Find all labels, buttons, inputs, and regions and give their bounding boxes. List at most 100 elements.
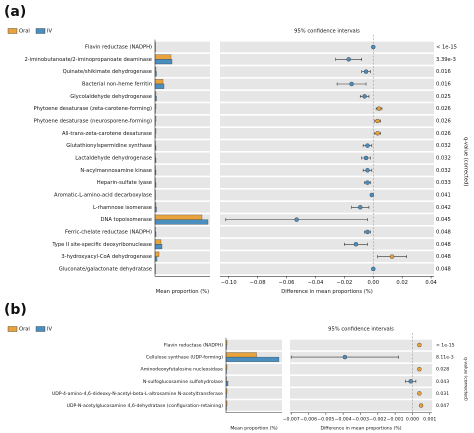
- q-value: 8.11e-3: [436, 355, 454, 361]
- category-label: DNA topoisomerase: [100, 217, 152, 223]
- category-label: N-sulfoglucosamine sulfohydrolase: [143, 379, 223, 385]
- dot: [346, 57, 351, 62]
- dot: [365, 180, 370, 185]
- dot: [365, 229, 370, 235]
- dot: [375, 118, 380, 124]
- dot: [349, 81, 354, 87]
- bar: [154, 219, 209, 225]
- y-axis-label: q-value (corrected): [463, 137, 469, 187]
- category-label: All-trans-zeta-carotene desaturase: [62, 131, 152, 137]
- row-band: [220, 201, 434, 213]
- x-axis-label: Difference in mean proportions (%): [320, 425, 401, 431]
- dot: [375, 131, 380, 136]
- panel-label: (a): [4, 4, 26, 20]
- q-value: 0.033: [436, 180, 451, 186]
- row-band: [155, 238, 210, 250]
- bar: [154, 83, 165, 89]
- category-label: Ferric-chelate reductase (NADPH): [65, 229, 152, 235]
- q-value: 0.031: [436, 391, 449, 397]
- q-value: 0.026: [436, 118, 451, 124]
- category-label: L-rhamnose isomerase: [93, 205, 152, 211]
- row-band: [155, 177, 210, 188]
- category-label: Flavin reductase (NADPH): [85, 45, 152, 51]
- row-band: [290, 376, 432, 387]
- row-band: [155, 140, 210, 152]
- row-band: [226, 339, 282, 351]
- row-band: [226, 388, 282, 399]
- dot: [342, 354, 348, 360]
- row-band: [220, 127, 434, 139]
- dot: [376, 106, 382, 111]
- legend-label: IV: [47, 29, 53, 35]
- panel-label: (b): [4, 302, 27, 318]
- x-tick-label: 0.04: [425, 280, 437, 286]
- row-band: [155, 201, 210, 213]
- x-tick-label: −0.007: [283, 416, 300, 422]
- legend-swatch: [35, 326, 46, 332]
- row-band: [290, 388, 432, 399]
- category-label: Cellulose synthase (UDP-forming): [146, 355, 223, 361]
- q-value: 0.032: [436, 168, 451, 174]
- row-band: [220, 90, 434, 102]
- q-value: 0.025: [436, 94, 451, 100]
- dot: [417, 367, 422, 372]
- q-value: < 1e-15: [436, 343, 455, 349]
- x-tick-label: −0.08: [250, 280, 266, 286]
- row-band: [220, 53, 434, 65]
- q-value: 0.047: [436, 403, 449, 409]
- row-band: [155, 226, 210, 238]
- q-value: 0.041: [436, 192, 451, 198]
- row-band: [220, 177, 434, 188]
- category-label: Gluconate/galactonate dehydratase: [59, 266, 152, 272]
- x-tick-label: −0.003: [352, 416, 369, 422]
- bar: [154, 251, 160, 257]
- dot: [371, 44, 376, 50]
- dot: [363, 69, 369, 74]
- dot: [365, 143, 370, 148]
- row-band: [220, 251, 434, 262]
- category-label: Phytoene desaturase (zeta-carotene-formi…: [33, 106, 152, 112]
- row-band: [226, 400, 282, 411]
- row-band: [226, 376, 282, 387]
- row-band: [155, 251, 210, 262]
- row-band: [155, 189, 210, 201]
- row-band: [220, 41, 434, 53]
- bar: [154, 59, 173, 65]
- row-band: [220, 66, 434, 78]
- row-band: [220, 78, 434, 90]
- dot: [369, 192, 375, 198]
- legend-swatch: [7, 326, 18, 332]
- row-band: [220, 238, 434, 250]
- x-tick-label: −0.006: [300, 416, 317, 422]
- bar: [225, 352, 257, 358]
- category-label: UDP-4-amino-4,6-dideoxy-N-acetyl-beta-L-…: [52, 391, 223, 397]
- x-tick-label: −0.06: [279, 280, 295, 286]
- bar: [154, 239, 162, 245]
- category-label: Flavin reductase (NADPH): [164, 343, 223, 349]
- row-band: [155, 103, 210, 115]
- category-label: Lactaldehyde dehydrogenase: [75, 155, 152, 161]
- row-band: [155, 152, 210, 164]
- row-band: [220, 103, 434, 115]
- x-tick-label: −0.10: [221, 280, 237, 286]
- q-value: 0.026: [436, 106, 451, 112]
- category-label: Aromatic-L-amino-acid decarboxylase: [54, 192, 152, 198]
- category-label: Glycolaldehyde dehydrogenase: [70, 94, 152, 100]
- q-value: 0.032: [436, 143, 451, 149]
- q-value: 0.048: [436, 266, 451, 272]
- q-value: 0.032: [436, 155, 451, 161]
- chart-title: 95% confidence intervals: [294, 29, 360, 35]
- row-band: [155, 53, 210, 65]
- q-value: 0.048: [436, 242, 451, 248]
- category-label: Type II site-specific deoxyribonuclease: [51, 242, 152, 248]
- bar: [154, 79, 164, 85]
- y-axis-label: q-value (corrected): [463, 357, 469, 401]
- category-label: N-acylmannosamine kinase: [80, 168, 152, 174]
- dot: [371, 266, 376, 272]
- category-label: Phytoene desaturase (neurosporene-formin…: [34, 118, 152, 124]
- q-value: 0.048: [436, 229, 451, 235]
- row-band: [155, 41, 210, 53]
- row-band: [155, 66, 210, 78]
- x-axis-label: Mean proportion (%): [230, 425, 278, 431]
- category-label: 3-hydroxyacyl-CoA dehydrogenase: [61, 254, 152, 260]
